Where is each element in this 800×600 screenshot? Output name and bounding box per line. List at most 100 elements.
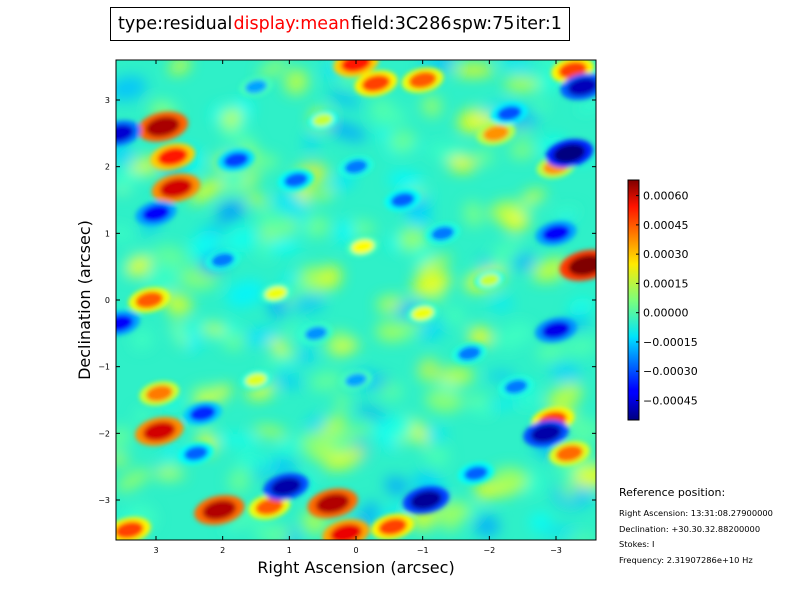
feature-peak <box>157 147 188 166</box>
chart-title-box: type:residual display:mean field:3C286 s… <box>110 7 570 41</box>
texture-blob <box>414 255 451 278</box>
texture-blob <box>411 272 452 296</box>
texture-blob <box>515 203 535 216</box>
x-axis-ticks: 3 2 1 0 −1 −2 −3 <box>153 60 562 555</box>
y-tick-label: 3 <box>105 96 110 105</box>
texture-blob <box>495 322 534 350</box>
feature-peak <box>351 239 374 254</box>
x-tick-label: 1 <box>287 546 292 555</box>
feature-peak <box>116 124 134 143</box>
feature-peak <box>530 424 562 443</box>
texture-blob <box>170 320 210 339</box>
texture-blob <box>387 170 424 190</box>
feature-peak <box>479 273 500 287</box>
feature-peak <box>245 373 267 387</box>
texture-blob <box>563 337 596 356</box>
texture-blob <box>499 60 534 74</box>
texture-blob <box>273 191 308 216</box>
texture-blob <box>131 329 153 350</box>
texture-blob <box>169 302 186 317</box>
feature-peak <box>270 477 302 496</box>
reference-position-panel: Reference position: Right Ascension: 13:… <box>619 486 773 568</box>
feature-peak <box>223 152 249 168</box>
texture-blob <box>304 215 331 238</box>
texture-blob <box>384 476 409 496</box>
reference-dec: Declination: +30.30.32.88200000 <box>619 523 761 534</box>
texture-blob <box>225 280 265 308</box>
colorbar-ticks: 0.00060 0.00045 0.00030 0.00015 0.00000 −0.00… <box>636 190 698 407</box>
feature-peak <box>304 326 328 341</box>
y-tick-label: 1 <box>105 229 110 238</box>
colorbar-tick-label: 0.00060 <box>643 190 689 203</box>
texture-blob <box>491 466 529 490</box>
texture-blob <box>375 321 405 342</box>
y-tick-label: −2 <box>98 429 110 438</box>
texture-blob <box>542 526 578 536</box>
texture-blob <box>152 245 188 268</box>
texture-blob <box>305 415 327 433</box>
feature-peak <box>410 490 442 510</box>
texture-blob <box>421 95 442 117</box>
texture-blob <box>328 90 361 108</box>
title-spw: spw:75 <box>452 14 515 34</box>
feature-peak <box>411 306 434 321</box>
texture-blob <box>546 383 583 411</box>
feature-peak <box>142 205 170 222</box>
texture-blob <box>436 60 453 71</box>
feature-peak <box>497 105 522 121</box>
texture-blob <box>244 193 268 205</box>
feature-peak <box>330 523 362 540</box>
texture-blob <box>126 255 152 277</box>
y-axis-ticks: 3 2 1 0 −1 −2 −3 <box>98 96 596 505</box>
feature-peak <box>245 79 267 94</box>
texture-blob <box>258 60 287 79</box>
feature-peak <box>312 113 333 127</box>
texture-blob <box>284 68 309 95</box>
texture-blob <box>256 239 273 259</box>
reference-ra: Right Ascension: 13:31:08.27900000 <box>619 508 773 518</box>
feature-peak <box>431 226 455 241</box>
texture-blob <box>424 427 448 442</box>
texture-blob <box>256 210 291 236</box>
title-display: display:mean <box>233 14 350 34</box>
texture-blob <box>291 295 325 313</box>
feature-peak <box>483 125 509 142</box>
y-tick-label: −3 <box>98 496 110 505</box>
texture-blob <box>261 354 291 372</box>
y-tick-label: 2 <box>105 163 110 172</box>
texture-blob <box>214 384 232 399</box>
texture-blob <box>463 201 484 227</box>
texture-blob <box>549 363 582 382</box>
colorbar-tick-label: −0.00030 <box>643 365 698 378</box>
texture-blob <box>425 388 463 413</box>
x-tick-label: 0 <box>353 546 358 555</box>
texture-blob <box>567 297 594 316</box>
x-axis-label: Right Ascension (arcsec) <box>257 558 454 577</box>
texture-blob <box>532 257 570 282</box>
feature-peak <box>504 379 528 394</box>
texture-blob <box>560 480 577 501</box>
texture-blob <box>274 437 305 455</box>
feature-peak <box>202 500 237 520</box>
texture-blob <box>567 534 596 540</box>
feature-peak <box>555 445 583 462</box>
texture-blob <box>372 416 413 442</box>
colorbar-tick-label: −0.00015 <box>643 336 698 349</box>
title-field: field:3C286 <box>351 14 452 34</box>
texture-blob <box>252 524 291 540</box>
texture-blob <box>116 75 147 101</box>
x-tick-label: −2 <box>483 546 495 555</box>
texture-blob <box>509 142 535 159</box>
feature-peak <box>344 159 368 174</box>
y-axis-label: Declination (arcsec) <box>75 220 94 380</box>
residual-features <box>116 60 596 540</box>
colorbar-tick-label: 0.00000 <box>643 307 689 320</box>
texture-blob <box>453 64 494 77</box>
texture-blob <box>533 100 549 113</box>
feature-peak <box>184 445 208 461</box>
feature-peak <box>284 172 308 188</box>
texture-blob <box>329 341 361 354</box>
texture-blob <box>151 468 186 479</box>
texture-blob <box>566 417 596 444</box>
texture-blob <box>116 426 133 453</box>
